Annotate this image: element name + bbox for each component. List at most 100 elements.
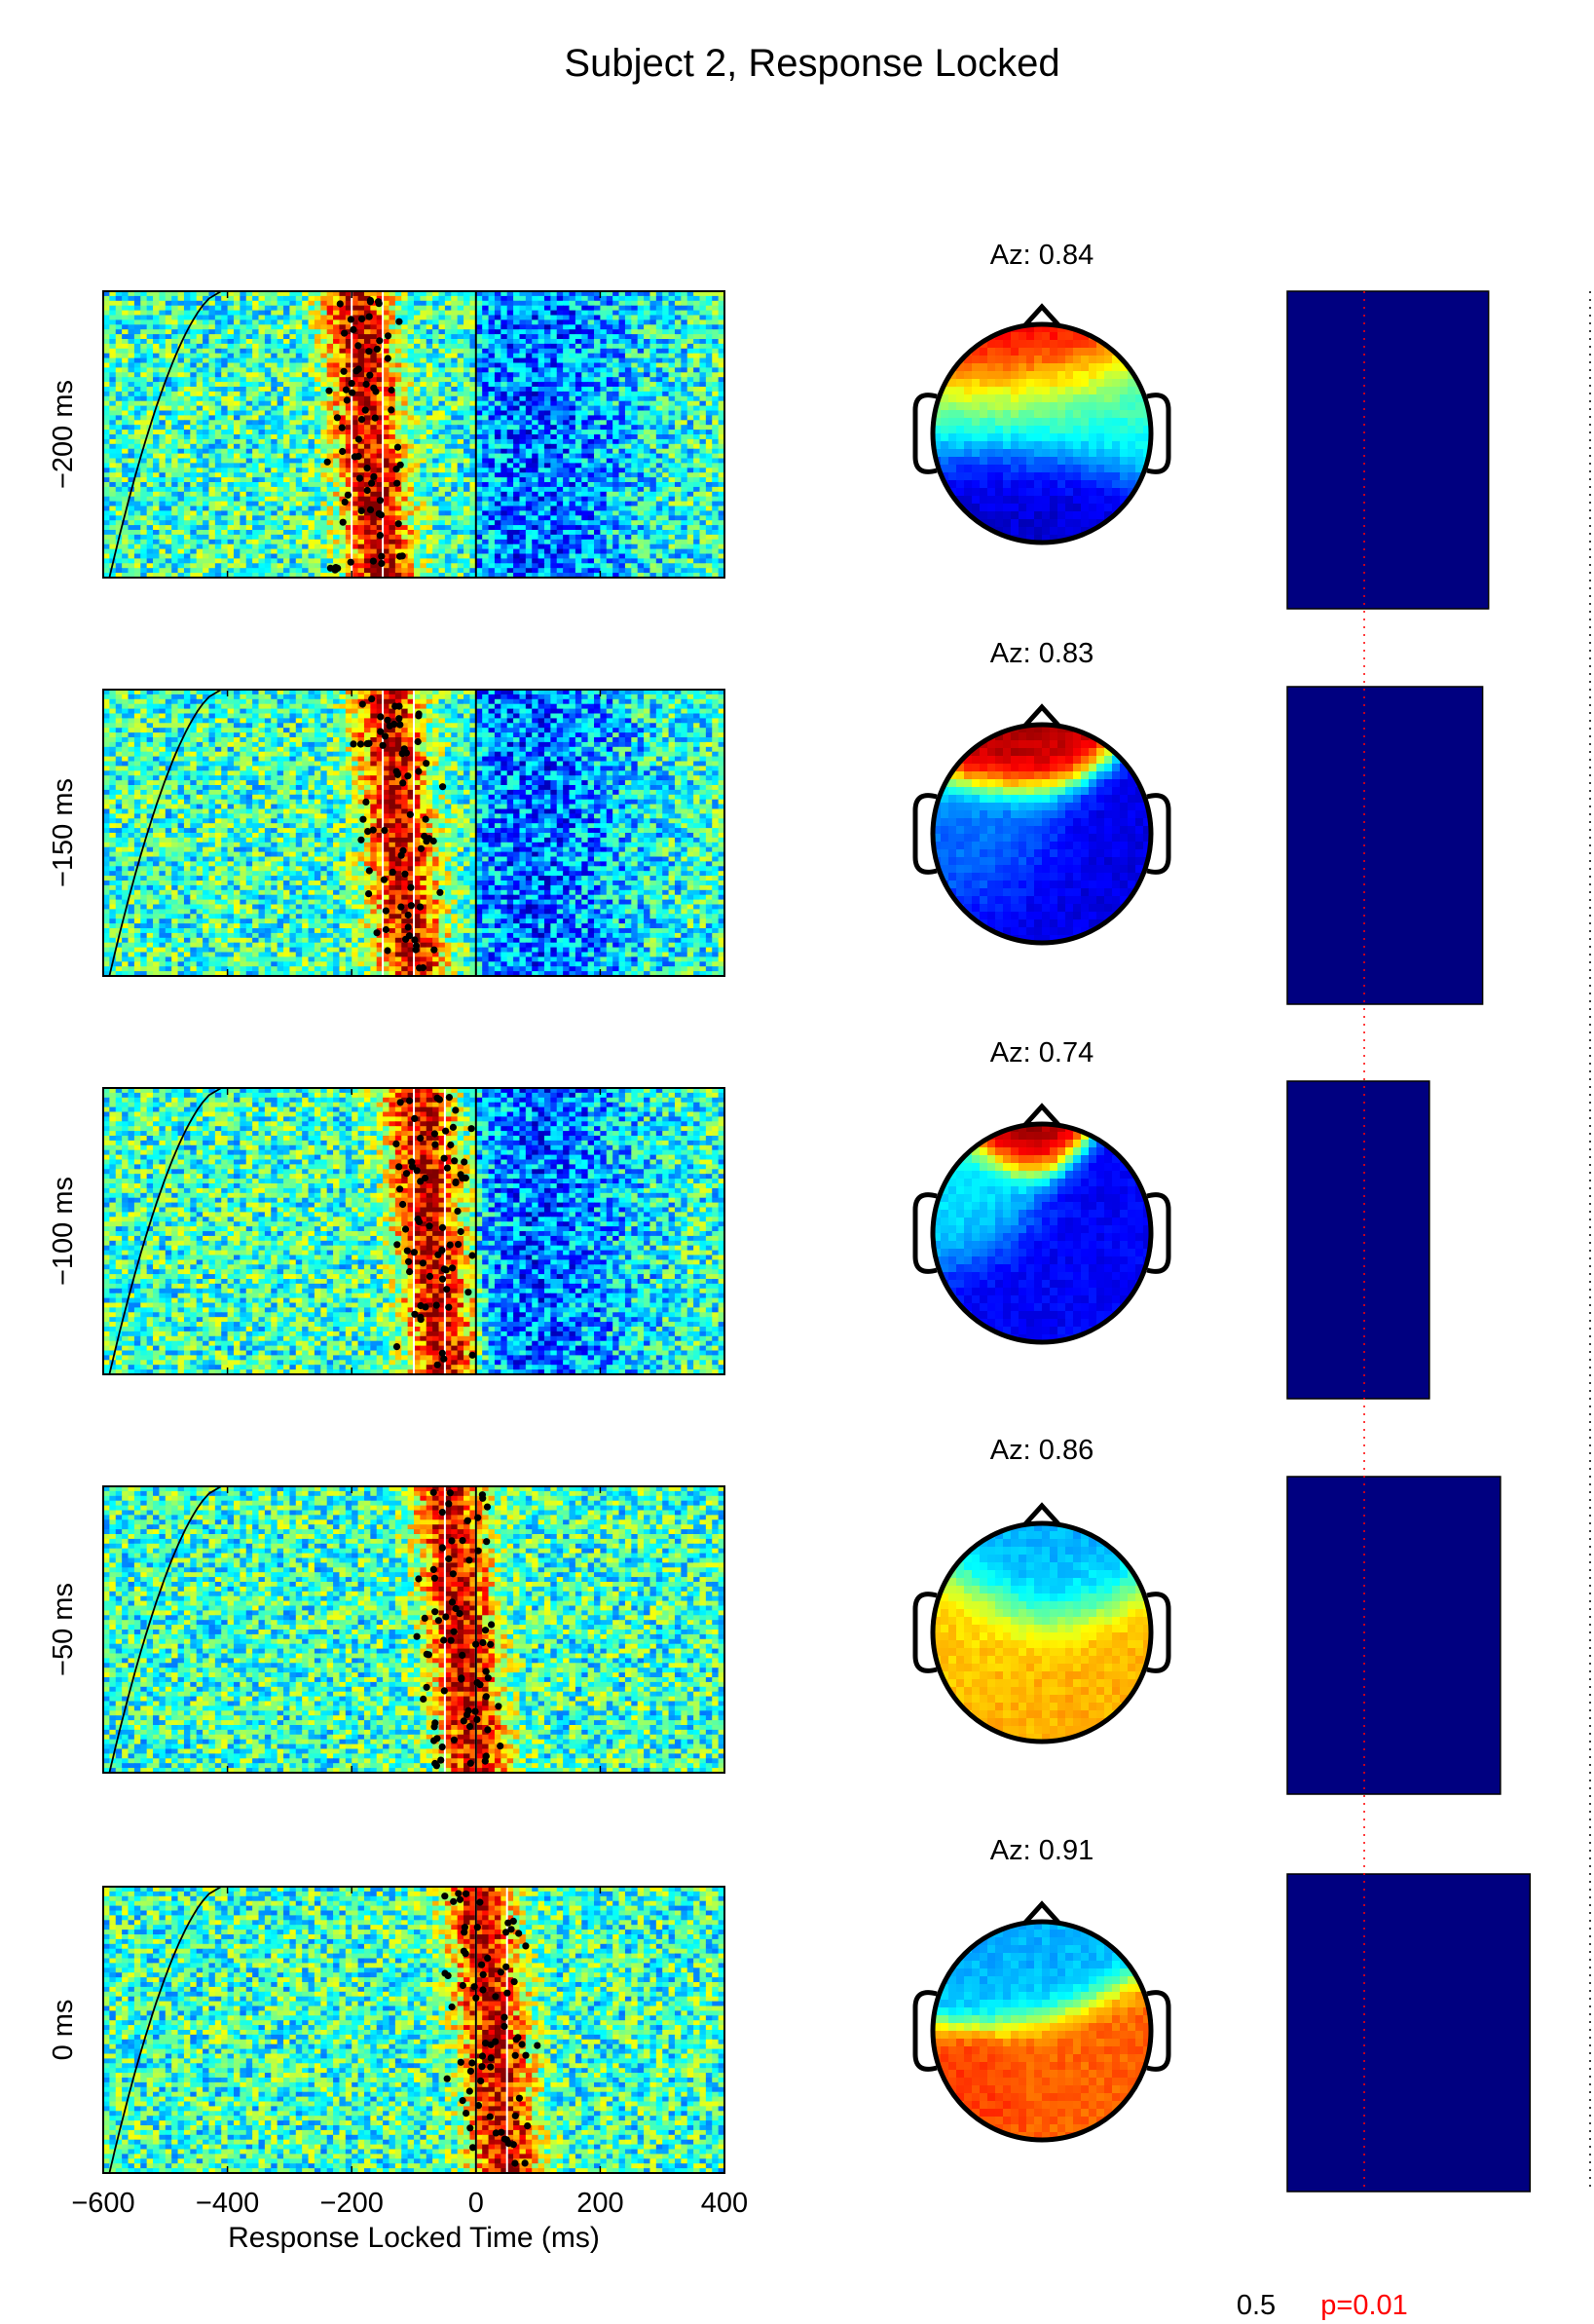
erp-cell — [227, 448, 235, 455]
erp-cell — [233, 420, 241, 426]
erp-cell — [500, 510, 508, 516]
erp-cell — [289, 315, 297, 320]
erp-cell — [214, 300, 222, 307]
erp-cell — [196, 496, 204, 503]
erp-cell — [183, 353, 191, 359]
erp-cell — [146, 362, 154, 368]
erp-cell — [171, 319, 179, 325]
erp-cell — [171, 357, 179, 364]
erp-cell — [612, 458, 620, 464]
erp-cell — [637, 458, 645, 464]
erp-cell — [612, 377, 620, 383]
erp-cell — [233, 300, 241, 307]
erp-cell — [475, 438, 483, 445]
erp-cell — [295, 353, 303, 359]
erp-cell — [525, 491, 533, 498]
erp-cell — [500, 443, 508, 450]
erp-cell — [295, 468, 303, 473]
erp-cell — [699, 463, 707, 469]
erp-cell — [221, 400, 229, 407]
erp-cell — [506, 477, 514, 483]
erp-cell — [401, 405, 409, 412]
erp-cell — [109, 486, 117, 493]
erp-cell — [109, 372, 117, 378]
erp-cell — [203, 472, 210, 478]
erp-cell — [357, 491, 365, 498]
erp-cell — [370, 291, 378, 297]
erp-cell — [146, 391, 154, 397]
erp-cell — [674, 420, 682, 426]
erp-cell — [469, 377, 477, 383]
erp-cell — [463, 448, 471, 455]
erp-cell — [177, 501, 185, 507]
erp-cell — [581, 357, 589, 364]
erp-cell — [233, 362, 241, 368]
erp-cell — [320, 353, 328, 359]
erp-cell — [394, 425, 402, 431]
erp-cell — [600, 482, 608, 488]
erp-cell — [264, 510, 272, 516]
erp-cell — [333, 377, 341, 383]
erp-cell — [140, 343, 148, 350]
erp-cell — [128, 443, 135, 450]
erp-cell — [352, 405, 359, 412]
erp-cell — [438, 343, 446, 350]
erp-cell — [357, 324, 365, 330]
erp-cell — [681, 362, 688, 368]
erp-cell — [718, 367, 724, 373]
erp-cell — [414, 315, 421, 320]
erp-cell — [320, 367, 328, 373]
erp-cell — [221, 525, 229, 531]
erp-cell — [227, 415, 235, 421]
erp-cell — [140, 295, 148, 302]
erp-cell — [457, 377, 464, 383]
erp-cell — [538, 410, 545, 416]
erp-cell — [556, 443, 564, 450]
erp-cell — [140, 319, 148, 325]
erp-cell — [488, 491, 496, 498]
erp-cell — [594, 472, 601, 478]
erp-cell — [556, 434, 564, 440]
erp-cell — [649, 482, 657, 488]
erp-cell — [712, 387, 720, 393]
erp-cell — [389, 501, 396, 507]
erp-cell — [271, 438, 278, 445]
erp-cell — [668, 405, 676, 412]
erp-cell — [581, 515, 589, 521]
erp-cell — [221, 300, 229, 307]
erp-cell — [271, 377, 278, 383]
erp-cell — [401, 501, 409, 507]
erp-cell — [519, 506, 527, 511]
erp-cell — [103, 353, 110, 359]
erp-cell — [506, 395, 514, 402]
erp-cell — [644, 295, 651, 302]
erp-cell — [103, 348, 110, 355]
erp-cell — [575, 395, 582, 402]
erp-cell — [693, 415, 701, 421]
erp-cell — [649, 420, 657, 426]
erp-cell — [525, 525, 533, 531]
erp-cell — [203, 387, 210, 393]
erp-cell — [133, 482, 141, 488]
erp-cell — [463, 496, 471, 503]
erp-cell — [196, 482, 204, 488]
erp-cell — [289, 353, 297, 359]
erp-cell — [457, 387, 464, 393]
erp-cell — [594, 300, 601, 307]
erp-cell — [519, 353, 527, 359]
erp-cell — [538, 438, 545, 445]
erp-cell — [463, 458, 471, 464]
erp-cell — [165, 387, 172, 393]
erp-cell — [699, 339, 707, 345]
erp-cell — [543, 458, 551, 464]
erp-cell — [644, 310, 651, 317]
erp-cell — [103, 400, 110, 407]
erp-cell — [258, 291, 266, 297]
erp-cell — [376, 525, 384, 531]
erp-cell — [569, 501, 576, 507]
erp-cell — [159, 420, 167, 426]
erp-cell — [302, 315, 310, 320]
erp-cell — [432, 501, 440, 507]
erp-cell — [277, 343, 284, 350]
erp-cell — [594, 372, 601, 378]
